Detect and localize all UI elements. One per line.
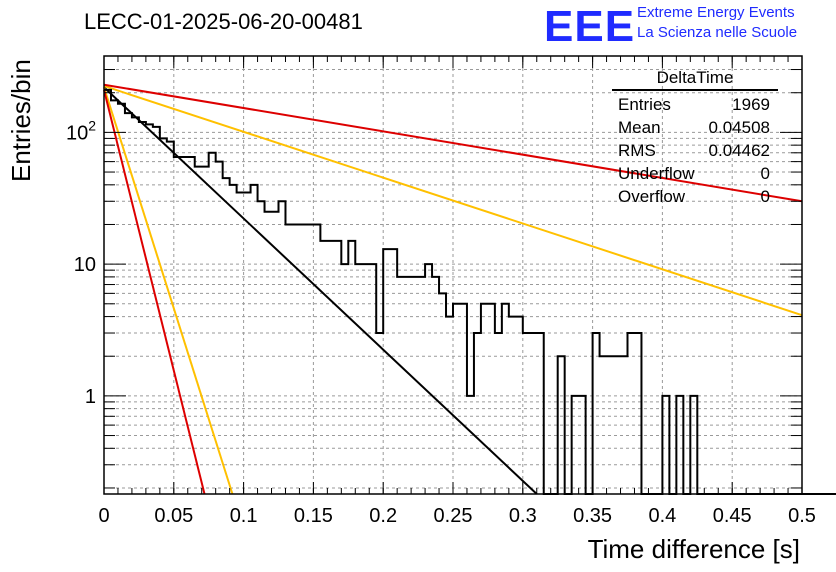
exponential-curve bbox=[103, 86, 538, 495]
stats-label: Mean bbox=[618, 118, 661, 137]
histogram-outline bbox=[104, 88, 836, 495]
stats-row-overflow: Overflow 0 bbox=[612, 185, 778, 208]
stats-row-mean: Mean 0.04508 bbox=[612, 116, 778, 139]
y-tick-label: 10 bbox=[74, 254, 96, 276]
x-tick-label: 0.3 bbox=[509, 505, 537, 527]
logo-line-2: La Scienza nelle Scuole bbox=[637, 24, 798, 41]
histogram-series bbox=[104, 88, 836, 495]
axis-ticks: 0 0.05 0.1 0.15 0.2 0.25 0.3 0.35 0.4 0.45 0.5 1 10 1… bbox=[66, 56, 816, 527]
stats-value: 0.04508 bbox=[708, 118, 770, 137]
stats-value: 0 bbox=[760, 187, 770, 206]
y-tick-label: 102 bbox=[66, 117, 96, 144]
x-axis-label: Time difference [s] bbox=[587, 534, 800, 564]
x-tick-label: 0.2 bbox=[369, 505, 397, 527]
stats-label: Overflow bbox=[618, 187, 686, 206]
x-tick-label: 0.35 bbox=[573, 505, 612, 527]
stats-label: RMS bbox=[618, 141, 656, 160]
eee-logo: EEE bbox=[544, 2, 636, 51]
x-tick-label: 0 bbox=[98, 505, 109, 527]
stats-value: 0 bbox=[760, 164, 770, 183]
exponential-curve bbox=[103, 89, 206, 495]
stats-label: Entries bbox=[618, 95, 671, 114]
x-tick-label: 0.1 bbox=[230, 505, 258, 527]
stats-value: 1969 bbox=[732, 95, 770, 114]
exponential-curve bbox=[103, 83, 803, 203]
stats-box: DeltaTime Entries 1969 Mean 0.04508 RMS … bbox=[612, 68, 778, 208]
stats-row-rms: RMS 0.04462 bbox=[612, 139, 778, 162]
x-tick-label: 0.45 bbox=[713, 505, 752, 527]
stats-row-underflow: Underflow 0 bbox=[612, 162, 778, 185]
exponential-curve bbox=[103, 85, 803, 317]
stats-label: Underflow bbox=[618, 164, 695, 183]
exponential-curve bbox=[103, 86, 234, 495]
stats-value: 0.04462 bbox=[708, 141, 770, 160]
x-tick-label: 0.5 bbox=[788, 505, 816, 527]
x-tick-label: 0.4 bbox=[648, 505, 676, 527]
fit-curves bbox=[103, 83, 803, 495]
x-tick-label: 0.15 bbox=[294, 505, 333, 527]
y-axis-label: Entries/bin bbox=[6, 59, 36, 182]
stats-row-entries: Entries 1969 bbox=[612, 93, 778, 116]
stats-box-title: DeltaTime bbox=[612, 68, 778, 91]
x-tick-label: 0.05 bbox=[154, 505, 193, 527]
plot-title: LECC-01-2025-06-20-00481 bbox=[84, 9, 363, 34]
x-tick-label: 0.25 bbox=[434, 505, 473, 527]
y-tick-label: 1 bbox=[85, 386, 96, 408]
logo-line-1: Extreme Energy Events bbox=[637, 4, 795, 21]
